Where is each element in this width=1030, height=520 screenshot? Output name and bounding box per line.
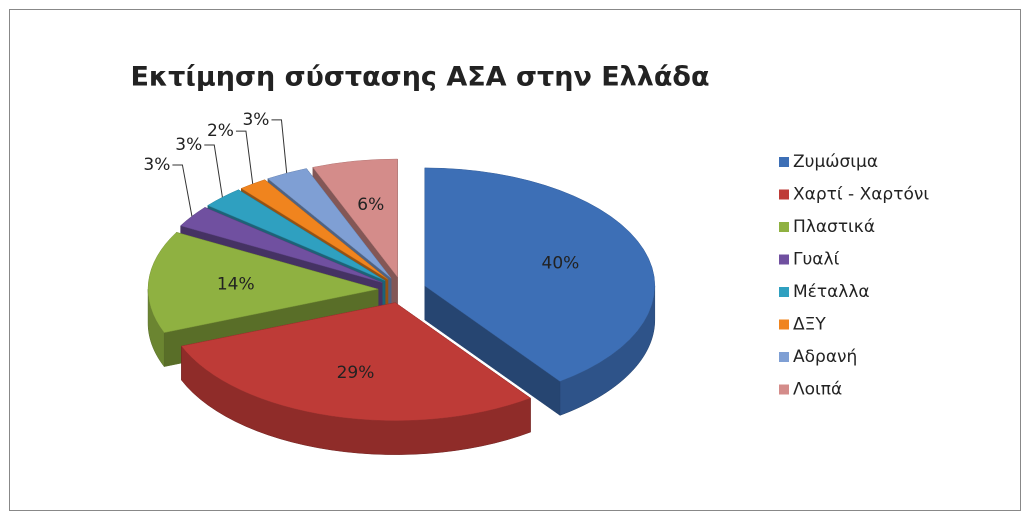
leader-line	[172, 164, 193, 217]
legend-swatch	[779, 352, 789, 362]
data-label: 3%	[143, 155, 170, 175]
slice-top	[147, 232, 379, 333]
legend-swatch	[779, 189, 789, 200]
slice-top	[181, 302, 532, 421]
data-label: 3%	[175, 135, 202, 155]
data-label: 2%	[207, 121, 234, 141]
slice-top	[180, 207, 383, 283]
data-label: 6%	[357, 195, 384, 215]
legend-swatch	[779, 254, 789, 265]
leader-line	[235, 130, 254, 184]
data-label: 3%	[242, 110, 269, 130]
slice-top	[312, 158, 398, 278]
legend-label: Ζυμώσιμα	[793, 152, 878, 172]
legend-swatch	[779, 287, 789, 297]
legend-swatch	[779, 157, 789, 167]
legend-label: Πλαστικά	[793, 217, 875, 237]
slice-top	[424, 167, 656, 382]
legend-label: Λοιπά	[793, 380, 842, 400]
data-label: 29%	[337, 363, 375, 383]
legend-swatch	[779, 384, 789, 395]
legend-label: Μέταλλα	[793, 282, 870, 302]
slice-top	[207, 189, 386, 281]
legend-label: Γυαλί	[793, 250, 840, 270]
leader-line	[271, 119, 288, 174]
chart-title: Εκτίμηση σύστασης ΑΣΑ στην Ελλάδα	[130, 62, 709, 93]
data-label: 14%	[217, 275, 255, 295]
legend-swatch	[779, 222, 789, 232]
data-label: 40%	[542, 253, 580, 273]
legend-label: Χαρτί - Χαρτόνι	[793, 185, 929, 205]
leader-line	[204, 144, 223, 198]
slice	[181, 302, 532, 455]
slice	[424, 167, 656, 416]
legend-label: Αδρανή	[793, 347, 857, 367]
legend-label: ΔΞΥ	[793, 315, 826, 335]
legend-swatch	[779, 319, 789, 330]
